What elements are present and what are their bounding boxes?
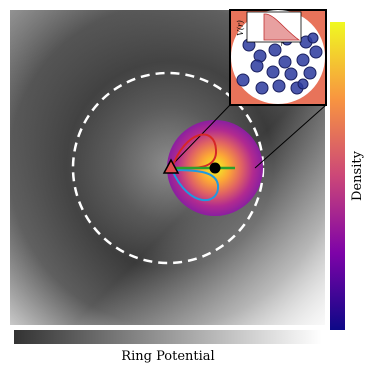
inset-curve bbox=[263, 13, 301, 41]
inset-ylabel: V(r) bbox=[236, 20, 245, 36]
particle bbox=[250, 59, 264, 73]
zoom-line bbox=[254, 104, 327, 169]
particle bbox=[268, 43, 282, 57]
particle bbox=[272, 79, 286, 93]
particle bbox=[296, 53, 310, 67]
particle bbox=[278, 55, 292, 69]
inset: V(r) r bbox=[229, 9, 327, 106]
x-label: Ring Potential bbox=[121, 349, 214, 364]
triangle-marker bbox=[162, 158, 180, 174]
dot-marker bbox=[209, 162, 221, 174]
particle bbox=[307, 32, 319, 44]
particle bbox=[266, 65, 280, 79]
blue-path bbox=[171, 169, 220, 201]
colorbar-label: Density bbox=[350, 150, 365, 201]
particle bbox=[284, 67, 298, 81]
particle bbox=[297, 78, 309, 90]
particle bbox=[309, 45, 323, 59]
particle bbox=[236, 73, 250, 87]
potential-bar bbox=[14, 330, 322, 344]
particle bbox=[303, 66, 317, 80]
particle bbox=[255, 81, 269, 95]
inset-xlabel: r bbox=[281, 41, 285, 48]
colorbar bbox=[330, 22, 345, 330]
